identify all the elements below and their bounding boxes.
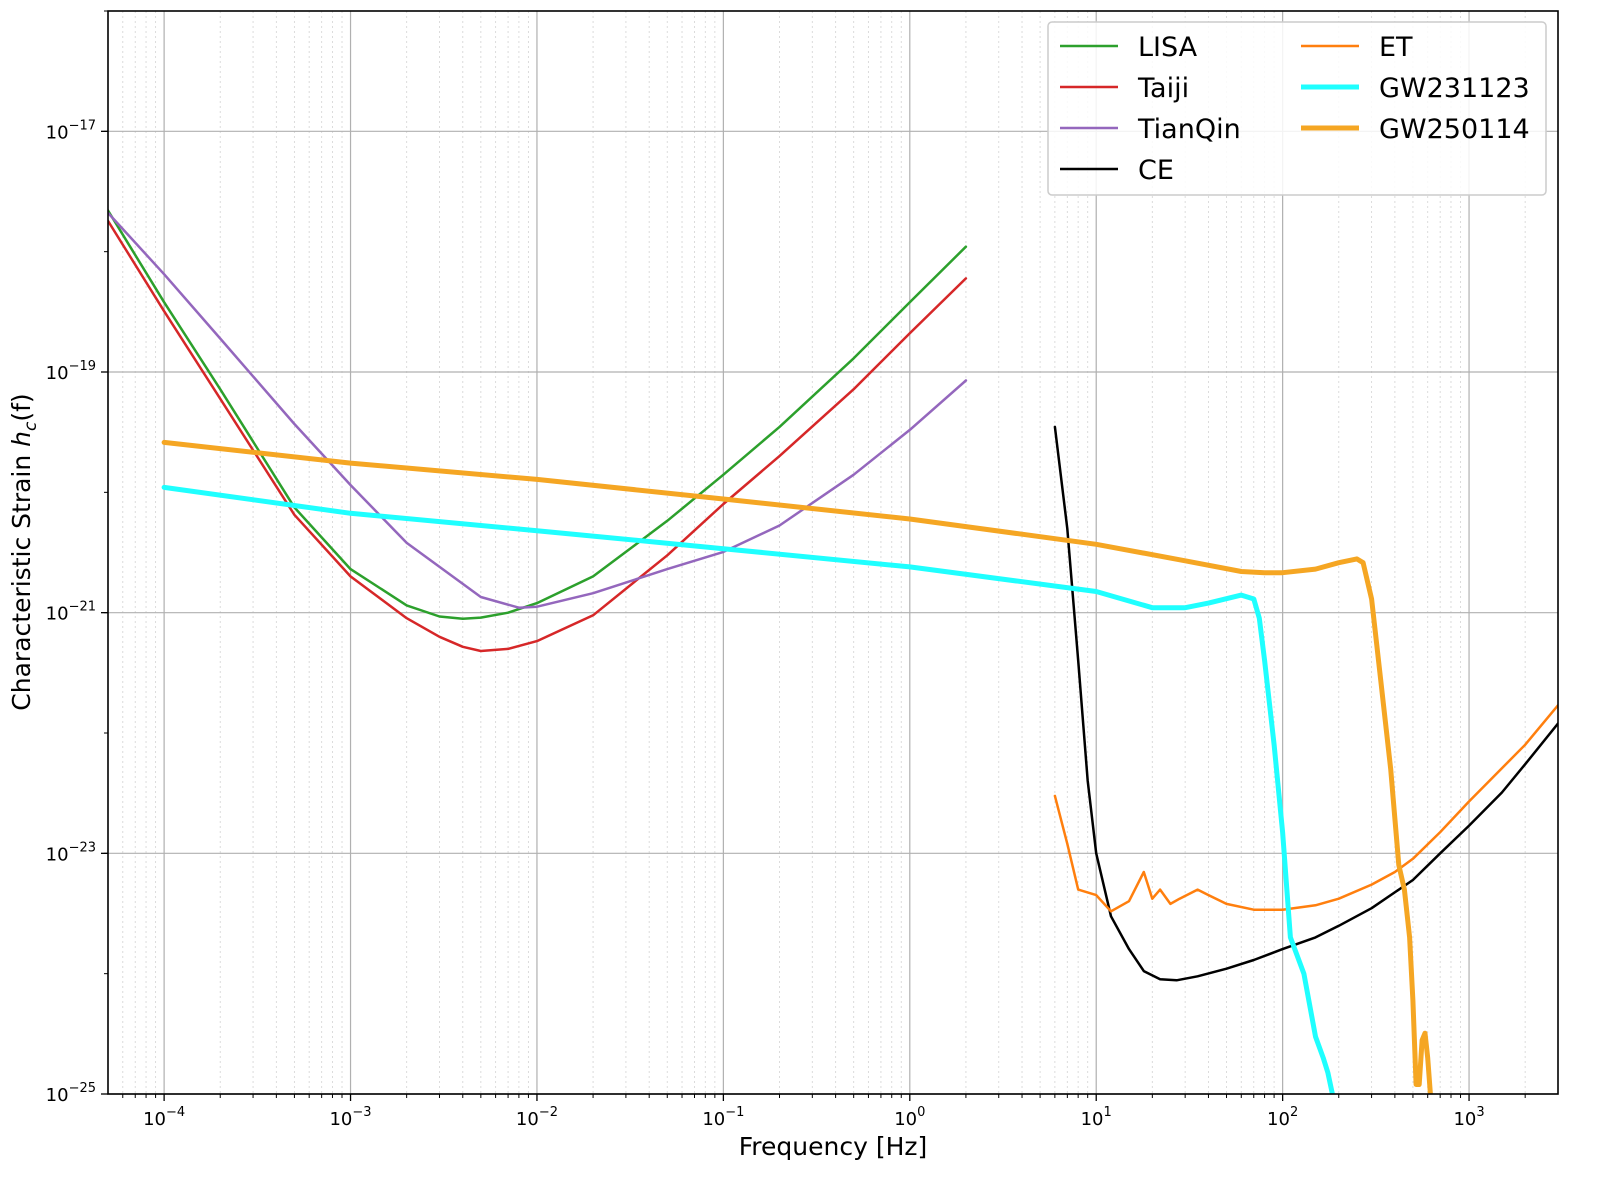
legend: LISA Taiji TianQin CE ET GW231123 GW250114 (1047, 21, 1547, 196)
legend-label: GW250114 (1379, 114, 1530, 145)
legend-label: GW231123 (1379, 73, 1530, 104)
x-tick-label: 103 (1453, 1105, 1484, 1130)
legend-label: CE (1138, 155, 1174, 186)
legend-label: Taiji (1137, 73, 1189, 104)
series-line-gw250114 (161, 439, 1433, 1094)
legend-label: LISA (1138, 32, 1198, 63)
x-tick-label: 101 (1081, 1105, 1112, 1130)
series-line-ce (1053, 425, 1558, 982)
series-line-lisa (108, 209, 968, 621)
series-line-et (1053, 704, 1558, 913)
x-tick-label: 102 (1267, 1105, 1298, 1130)
y-axis-label: Characteristic Strain hc(f) (7, 393, 41, 710)
y-tick-label: 10−23 (46, 840, 96, 865)
legend-label: TianQin (1137, 114, 1241, 145)
y-tick-label: 10−21 (46, 600, 96, 625)
y-tick-label: 10−17 (46, 118, 96, 143)
legend-box (1047, 21, 1547, 196)
x-axis-label: Frequency [Hz] (739, 1132, 928, 1161)
series-layer (108, 209, 1558, 1094)
y-tick-label: 10−25 (46, 1081, 96, 1106)
series-line-tianqin (108, 211, 968, 609)
series-line-taiji (108, 219, 968, 653)
plot-frame (107, 10, 1559, 1095)
x-tick-label: 10−2 (516, 1105, 558, 1130)
legend-label: ET (1379, 32, 1413, 63)
x-tick-label: 10−3 (329, 1105, 371, 1130)
x-tick-label: 100 (894, 1105, 925, 1130)
x-tick-label: 10−1 (702, 1105, 744, 1130)
series-line-gw231123 (161, 484, 1335, 1094)
x-tick-label: 10−4 (143, 1105, 185, 1130)
y-axis-ticks: 10−17 10−19 10−21 10−23 10−25 (46, 10, 108, 1106)
x-axis-ticks: 10−4 10−3 10−2 10−1 100 101 102 103 (122, 1094, 1526, 1130)
y-tick-label: 10−19 (46, 359, 96, 384)
